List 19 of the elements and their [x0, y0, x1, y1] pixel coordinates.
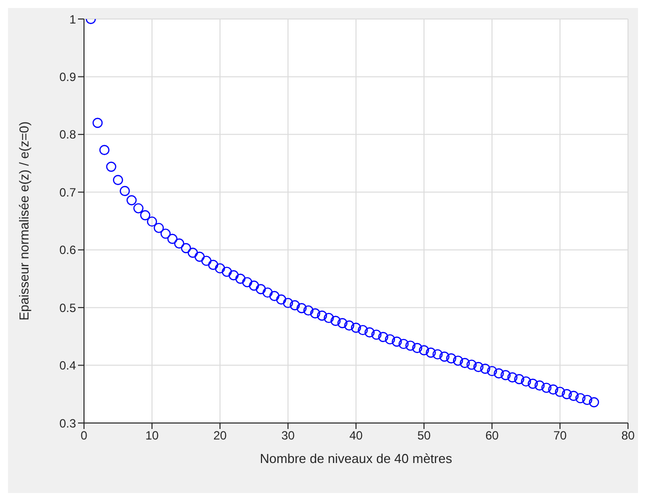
y-tick-label: 0.5	[59, 300, 76, 315]
y-tick-label: 0.9	[59, 70, 76, 84]
y-tick-label: 0.4	[59, 358, 76, 373]
y-tick-label: 0.7	[59, 185, 76, 200]
y-tick-label: 0.6	[59, 243, 76, 258]
x-tick-label: 70	[553, 428, 567, 443]
x-axis-title: Nombre de niveaux de 40 mètres	[260, 451, 453, 466]
y-tick-label: 0.8	[59, 128, 76, 142]
x-tick-label: 30	[281, 428, 295, 443]
x-tick-label: 50	[417, 428, 431, 443]
y-tick-label: 0.3	[59, 416, 76, 430]
y-tick-label: 1	[69, 12, 76, 26]
x-tick-label: 0	[80, 428, 88, 443]
y-axis-title: Epaisseur normalisée e(z) / e(z=0)	[16, 121, 32, 321]
x-tick-label: 20	[213, 428, 227, 443]
x-tick-label: 40	[349, 428, 363, 443]
x-tick-label: 60	[485, 428, 499, 443]
x-tick-label: 10	[145, 428, 159, 443]
x-tick-label: 80	[621, 428, 635, 443]
